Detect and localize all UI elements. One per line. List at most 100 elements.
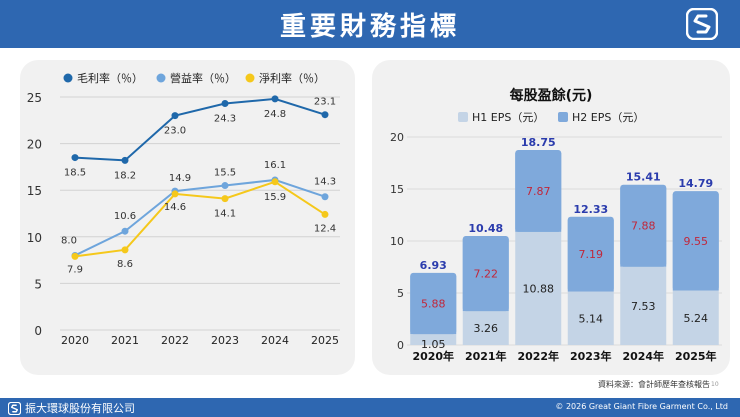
series-line [74, 97, 326, 162]
x-tick-label: 2020年 [412, 349, 454, 363]
data-label: 15.5 [214, 168, 236, 179]
data-point [221, 195, 229, 203]
data-label-total: 18.75 [521, 136, 556, 149]
legend-marker [458, 112, 468, 122]
x-tick-label: 2020 [61, 334, 89, 347]
data-label-h1: 5.24 [684, 312, 709, 325]
footer-company: 振大環球股份有限公司 [8, 400, 135, 416]
legend-label: 淨利率（％） [259, 71, 325, 85]
y-tick-label: 25 [27, 91, 42, 105]
data-label-total: 6.93 [420, 259, 447, 272]
chart-title: 每股盈餘(元) [510, 87, 593, 104]
bar-h2 [567, 219, 614, 292]
data-label: 14.1 [214, 209, 236, 220]
data-label: 18.5 [64, 168, 86, 179]
data-label: 14.3 [314, 177, 336, 188]
data-point [71, 252, 79, 260]
data-point [171, 190, 179, 198]
data-label-h2: 7.88 [631, 220, 656, 233]
data-label-h1: 10.88 [523, 282, 555, 295]
company-logo-icon [686, 8, 718, 40]
legend-label: 營益率（％） [170, 71, 236, 85]
eps-chart-panel: 每股盈餘(元) H1 EPS（元） H2 EPS（元） 0 5 10 15 20 1.05 5.8… [372, 60, 730, 375]
bar-h2 [620, 187, 667, 267]
data-label-h1: 7.53 [631, 300, 656, 313]
x-tick-label: 2022年 [517, 349, 559, 363]
margin-chart-panel: 0 5 10 15 20 25 2020 2021 2022 2023 2024 2025 毛利率（％）… [20, 60, 355, 375]
data-point [271, 178, 279, 186]
data-label-total: 14.79 [678, 177, 713, 190]
data-label: 15.9 [264, 192, 286, 203]
x-tick-label: 2023年 [570, 349, 612, 363]
data-label: 8.0 [61, 235, 77, 246]
data-label: 14.6 [164, 202, 186, 213]
data-label: 8.6 [117, 259, 133, 270]
data-label-total: 12.33 [573, 203, 608, 216]
bar-h2 [410, 275, 457, 335]
bar-h1 [620, 266, 667, 345]
y-tick-label: 5 [397, 287, 404, 300]
data-point [221, 182, 229, 190]
y-tick-label: 15 [27, 184, 42, 198]
x-tick-label: 2025年 [675, 349, 717, 363]
legend-marker [156, 73, 166, 83]
data-point [121, 227, 129, 235]
data-point [121, 246, 129, 254]
data-label: 12.4 [314, 223, 336, 234]
x-tick-label: 2024 [261, 334, 289, 347]
bar-h1 [410, 334, 457, 345]
footer-copyright: © 2026 Great Giant Fibre Garment Co., Lt… [555, 402, 728, 411]
bar-h1 [672, 290, 719, 345]
page-number: 10 [711, 381, 719, 388]
data-label-total: 10.48 [468, 222, 503, 235]
data-label: 18.2 [114, 170, 136, 181]
y-tick-label: 5 [34, 277, 42, 291]
header-bar: 重要財務指標 [0, 0, 740, 48]
data-label: 23.1 [314, 97, 336, 108]
data-label-h2: 5.88 [421, 298, 446, 311]
bar-h1 [462, 311, 509, 345]
legend-marker [558, 112, 568, 122]
footer-bar: 振大環球股份有限公司 © 2026 Great Giant Fibre Garm… [0, 398, 740, 417]
data-point [321, 193, 329, 201]
legend-marker [245, 73, 255, 83]
data-point [121, 156, 129, 164]
data-label: 24.3 [214, 114, 236, 125]
data-label-h1: 3.26 [474, 322, 499, 335]
data-point [271, 95, 279, 103]
x-tick-label: 2025 [311, 334, 339, 347]
data-label-h1: 5.14 [579, 312, 604, 325]
data-point [221, 100, 229, 108]
bar-h1 [515, 231, 562, 345]
data-point [321, 210, 329, 218]
legend-marker [63, 73, 73, 83]
legend-label: H1 EPS（元） [472, 111, 544, 124]
data-label-h2: 7.87 [526, 185, 551, 198]
company-mark-icon [8, 401, 21, 415]
data-label-h2: 7.22 [474, 268, 499, 281]
data-point [71, 154, 79, 162]
x-tick-label: 2022 [161, 334, 189, 347]
data-label-h1: 1.05 [421, 338, 446, 351]
data-label: 7.9 [67, 264, 83, 275]
data-label: 24.8 [264, 109, 286, 120]
y-tick-label: 20 [390, 131, 404, 144]
legend-label: H2 EPS（元） [572, 111, 644, 124]
x-tick-label: 2024年 [622, 349, 664, 363]
data-label-h2: 7.19 [579, 248, 604, 261]
data-label: 16.1 [264, 160, 286, 171]
y-tick-label: 20 [27, 138, 42, 152]
page-title: 重要財務指標 [279, 12, 460, 42]
series-line [74, 180, 326, 258]
bar-h2 [462, 239, 509, 312]
x-tick-label: 2023 [211, 334, 239, 347]
data-label: 10.6 [114, 211, 136, 222]
y-tick-label: 0 [397, 339, 404, 352]
data-label-total: 15.41 [626, 171, 661, 184]
data-label-h2: 9.55 [684, 235, 709, 248]
legend-label: 毛利率（％） [77, 71, 143, 85]
eps-bar-chart: 每股盈餘(元) H1 EPS（元） H2 EPS（元） 0 5 10 15 20 1.05 5.8… [390, 87, 722, 363]
bar-h2 [672, 194, 719, 291]
bar-h2 [515, 153, 562, 232]
